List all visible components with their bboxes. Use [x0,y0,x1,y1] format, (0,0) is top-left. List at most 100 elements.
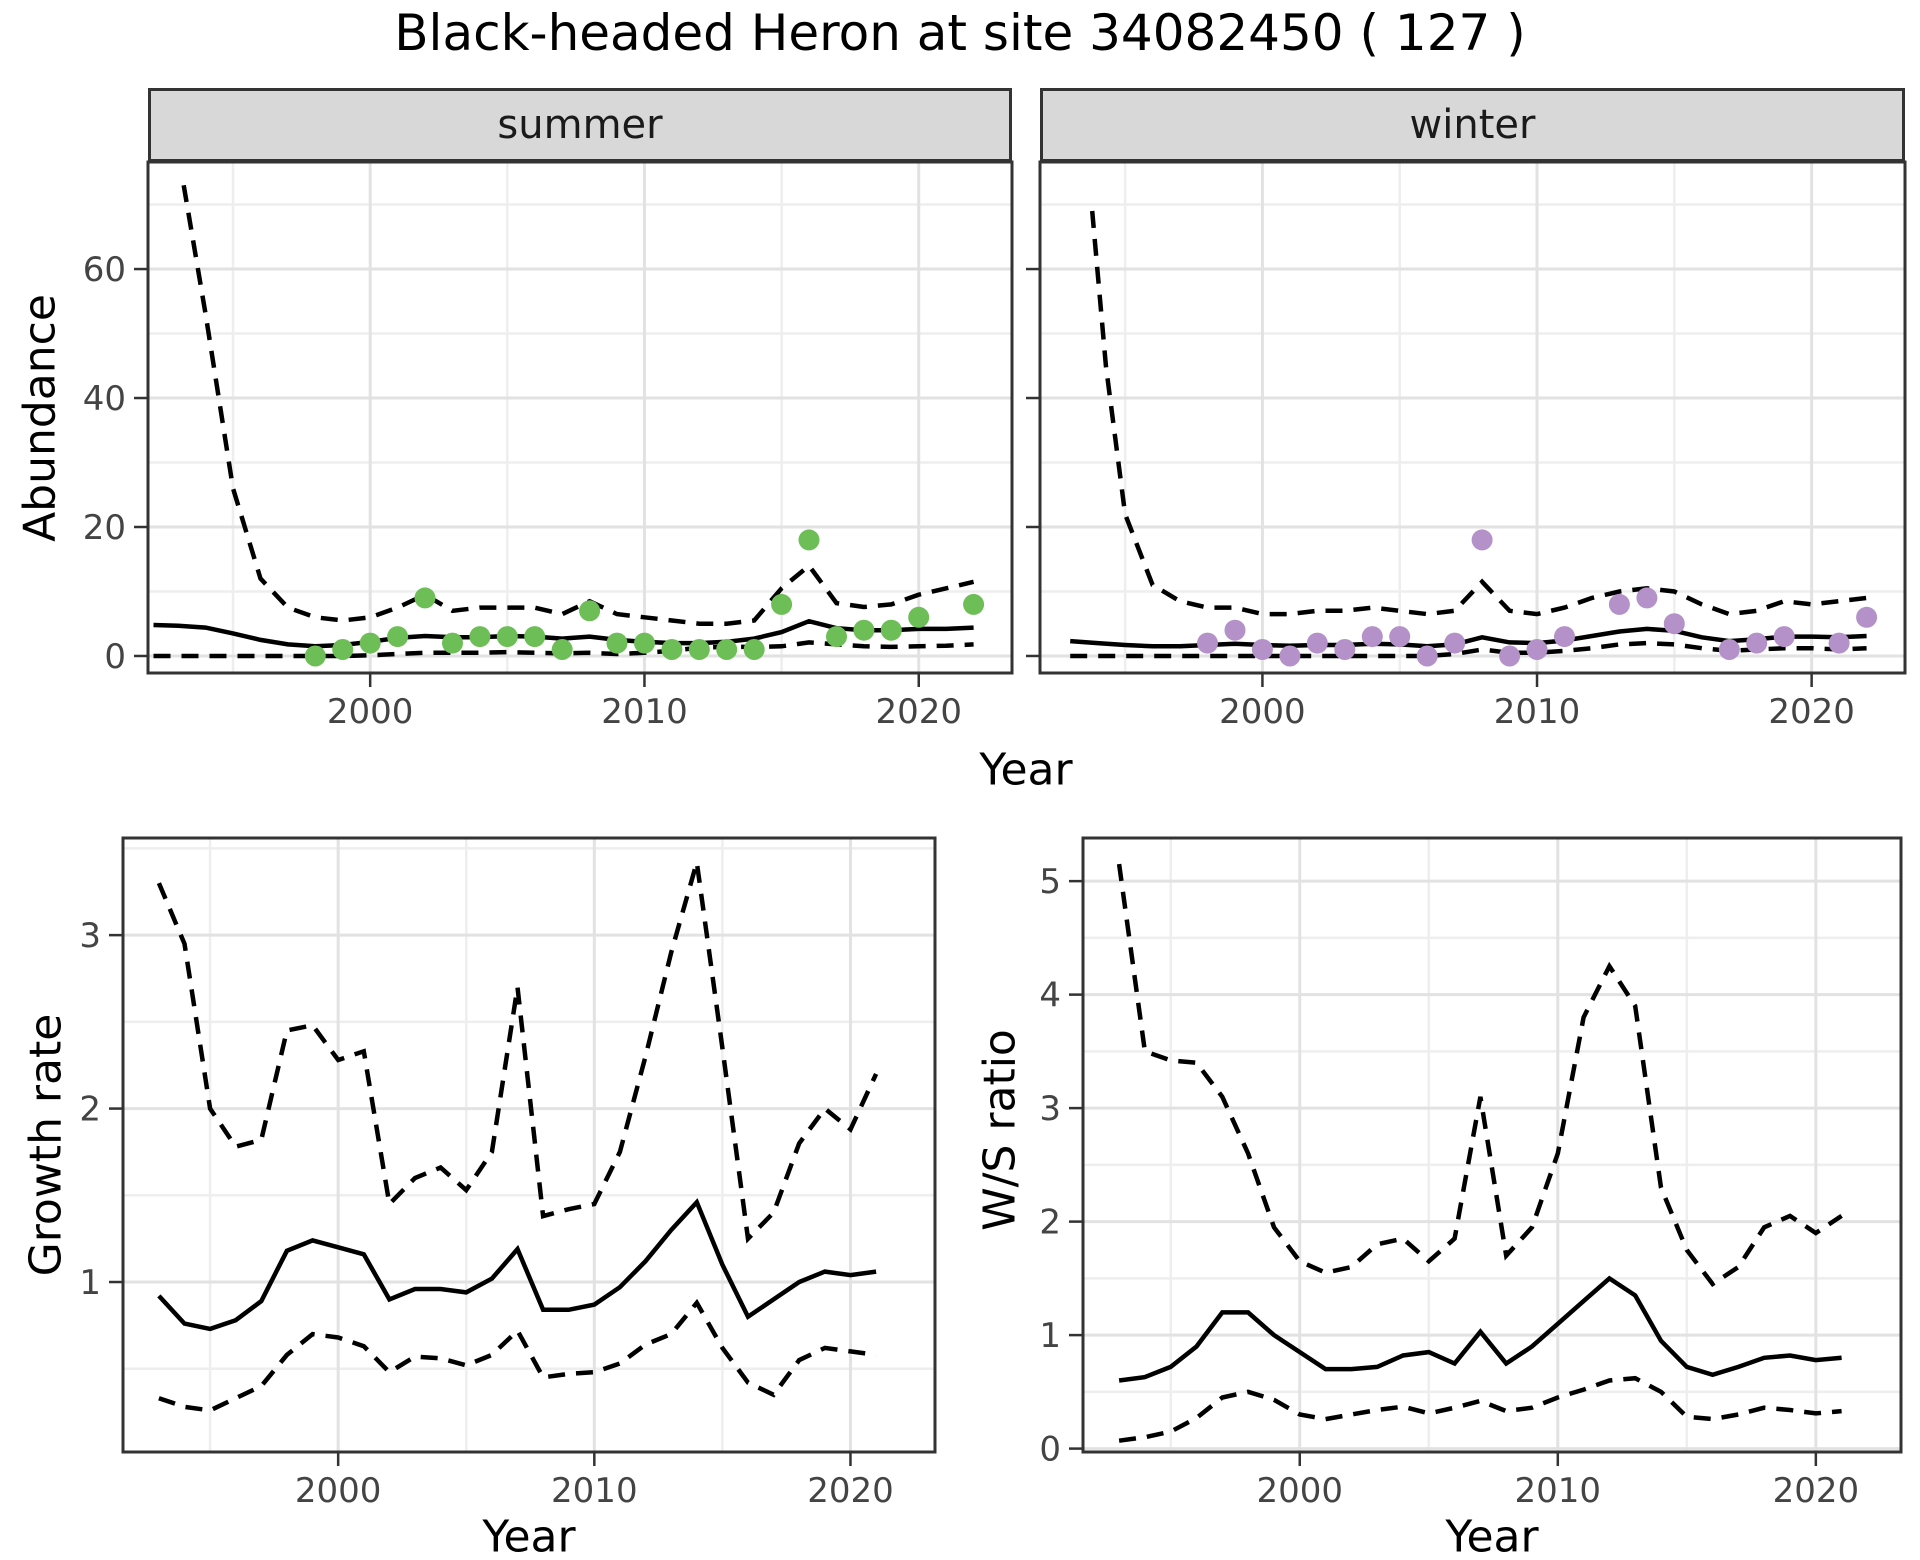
data-layer-abundance-summer [153,184,985,667]
data-layer-abundance-winter [1070,210,1878,667]
abundance-summer-upper_ci-line [181,184,975,626]
y-tick-label: 1 [1039,1316,1061,1356]
abundance-summer-observation-point [771,593,793,615]
y-tick-label: 60 [83,250,126,290]
x-tick-label: 2000 [327,692,414,732]
abundance-summer-observation-point [442,632,463,654]
abundance-winter-observation-point [1663,613,1685,635]
ws-ratio-upper_ci-line [1116,863,1843,1288]
abundance-winter-observation-point [1197,632,1218,654]
abundance-winter-lower_ci-line [1070,640,1867,659]
x-tick-label: 2000 [1219,692,1306,732]
abundance-winter-observation-point [1416,645,1438,667]
plot-title: Black-headed Heron at site 34082450 ( 12… [394,4,1526,62]
x-axis-title-year-ws: Year [1445,1511,1539,1560]
growth-rate-upper_ci-line [156,861,879,1244]
abundance-summer-observation-point [826,626,847,648]
facet-strip-summer: summer [148,88,1012,162]
growth-rate-fit-line [157,1198,877,1332]
y-tick-label: 2 [79,1090,101,1130]
x-tick-label: 2020 [1768,692,1855,732]
x-tick-label: 2010 [551,1471,638,1511]
abundance-winter-observation-point [1554,626,1575,648]
abundance-summer-observation-point [963,593,985,615]
abundance-summer-observation-point [853,619,875,641]
x-axis-title-year-growth: Year [482,1511,576,1560]
abundance-summer-observation-point [496,626,518,648]
data-layer-ws-ratio [1116,863,1843,1443]
abundance-winter-observation-point [1526,639,1548,660]
abundance-winter-observation-point [1224,619,1246,641]
y-tick-label: 4 [1039,976,1061,1016]
abundance-summer-observation-point [332,639,354,660]
abundance-summer-observation-point [743,639,765,660]
panel-border-growth-rate [121,836,937,1454]
abundance-summer-observation-point [606,632,628,654]
abundance-summer-observation-point [469,626,491,648]
x-tick-label: 2000 [295,1471,382,1511]
abundance-winter-observation-point [1389,626,1411,648]
abundance-winter-observation-point [1251,639,1273,660]
abundance-winter-observation-point [1499,645,1521,667]
panel-abundance-summer: 2000 2010 2020 0 20 40 60 [83,160,1014,732]
facet-strip-summer-label: summer [497,102,663,148]
x-tick-label: 2010 [1494,692,1581,732]
y-tick-label: 0 [1039,1430,1061,1470]
y-tick-label: 20 [83,508,126,548]
panel-growth-rate: 2000 2010 2020 1 2 3 [79,836,937,1511]
panel-border-ws-ratio [1081,836,1903,1454]
panel-ws-ratio: 2000 2010 2020 0 1 2 3 4 5 [1039,836,1903,1511]
y-tick-label: 5 [1039,862,1061,902]
abundance-winter-observation-point [1718,639,1740,660]
y-tick-label: 3 [79,916,101,956]
abundance-summer-observation-point [716,639,738,660]
abundance-summer-observation-point [661,639,683,660]
y-tick-label: 40 [83,379,126,419]
abundance-summer-observation-point [387,626,409,648]
abundance-winter-observation-point [1361,626,1383,648]
abundance-summer-observation-point [908,606,930,628]
y-axis-title-abundance: Abundance [14,294,66,542]
abundance-summer-observation-point [798,529,820,551]
x-tick-label: 2020 [807,1471,894,1511]
facet-strip-winter: winter [1040,88,1905,162]
abundance-summer-observation-point [688,639,710,660]
abundance-winter-observation-point [1636,587,1658,609]
growth-rate-lower_ci-line [158,1298,877,1413]
panel-abundance-winter: 2000 2010 2020 [1026,160,1907,732]
abundance-winter-observation-point [1334,639,1356,660]
abundance-summer-observation-point [551,639,573,660]
y-tick-label: 1 [79,1263,101,1303]
y-axis-title-ws-ratio: W/S ratio [974,1029,1026,1231]
abundance-summer-observation-point [579,600,601,622]
y-axis-title-growth-rate: Growth rate [20,1013,72,1277]
abundance-winter-upper_ci-line [1089,210,1867,617]
y-tick-label: 3 [1039,1089,1061,1129]
panel-border-abundance-winter [1038,160,1907,675]
y-tick-label: 0 [104,637,126,677]
panel-border-abundance-summer [146,160,1014,675]
x-tick-label: 2020 [1773,1471,1860,1511]
abundance-summer-observation-point [359,632,381,654]
abundance-winter-observation-point [1306,632,1328,654]
ws-ratio-lower_ci-line [1118,1375,1842,1443]
abundance-winter-observation-point [1773,626,1795,648]
ws-ratio-fit-line [1118,1275,1842,1383]
x-tick-label: 2010 [1515,1471,1602,1511]
abundance-winter-observation-point [1856,606,1878,628]
abundance-summer-observation-point [524,626,546,648]
abundance-winter-observation-point [1828,632,1850,654]
y-tick-label: 2 [1039,1203,1061,1243]
abundance-winter-observation-point [1746,632,1768,654]
abundance-winter-observation-point [1279,645,1301,667]
abundance-winter-observation-point [1608,593,1630,615]
abundance-summer-observation-point [880,619,902,641]
abundance-summer-observation-point [414,587,436,609]
x-tick-label: 2010 [601,692,688,732]
facet-strip-winter-label: winter [1409,102,1536,148]
abundance-winter-observation-point [1444,632,1466,654]
abundance-summer-observation-point [634,632,655,654]
data-layer-growth-rate [156,861,879,1413]
